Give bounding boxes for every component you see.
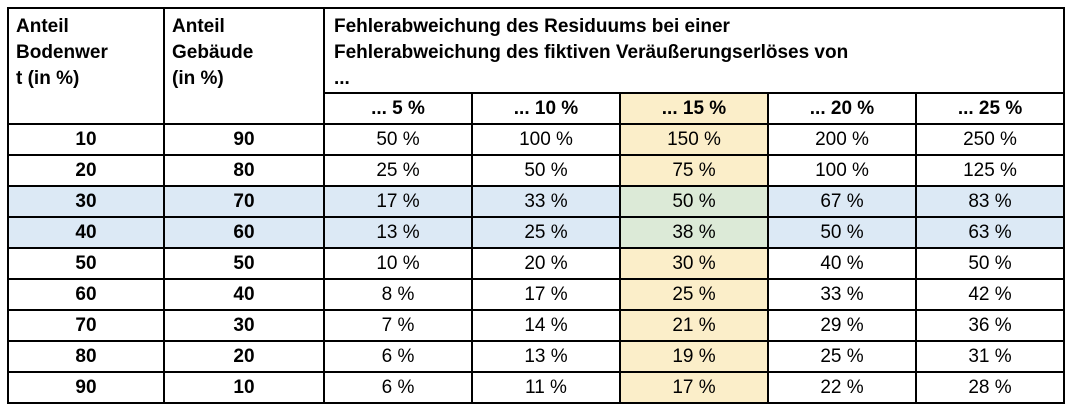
cell-value: 38 % — [619, 216, 769, 249]
column-header-percentage-4: ... 25 % — [914, 92, 1066, 125]
cell-value: 8 % — [323, 278, 473, 311]
cell-value: 14 % — [471, 309, 621, 342]
table-row: 50 50 10 % 20 % 30 % 40 % 50 % — [7, 247, 1066, 280]
cell-value: 100 % — [767, 154, 917, 187]
cell-value: 17 % — [471, 278, 621, 311]
cell-gebaeude: 90 — [163, 123, 325, 156]
cell-bodenwert: 60 — [7, 278, 165, 311]
cell-value: 30 % — [619, 247, 769, 280]
cell-gebaeude: 40 — [163, 278, 325, 311]
cell-value: 63 % — [914, 216, 1066, 249]
cell-value: 22 % — [767, 371, 917, 404]
cell-value: 33 % — [767, 278, 917, 311]
cell-value: 25 % — [619, 278, 769, 311]
cell-value: 13 % — [471, 340, 621, 373]
cell-gebaeude: 70 — [163, 185, 325, 218]
cell-value: 7 % — [323, 309, 473, 342]
cell-value: 17 % — [323, 185, 473, 218]
cell-value: 28 % — [914, 371, 1066, 404]
cell-value: 33 % — [471, 185, 621, 218]
cell-gebaeude: 50 — [163, 247, 325, 280]
cell-value: 6 % — [323, 371, 473, 404]
cell-value: 50 % — [767, 216, 917, 249]
cell-value: 31 % — [914, 340, 1066, 373]
cell-bodenwert: 80 — [7, 340, 165, 373]
table-row: 10 90 50 % 100 % 150 % 200 % 250 % — [7, 123, 1066, 156]
column-header-percentage-2: ... 15 % — [619, 92, 769, 125]
cell-value: 83 % — [914, 185, 1066, 218]
cell-value: 40 % — [767, 247, 917, 280]
cell-bodenwert: 20 — [7, 154, 165, 187]
table-row: 90 10 6 % 11 % 17 % 22 % 28 % — [7, 371, 1066, 404]
cell-value: 50 % — [323, 123, 473, 156]
cell-bodenwert: 40 — [7, 216, 165, 249]
cell-gebaeude: 30 — [163, 309, 325, 342]
cell-value: 25 % — [323, 154, 473, 187]
cell-value: 6 % — [323, 340, 473, 373]
cell-value: 11 % — [471, 371, 621, 404]
column-header-percentage-1: ... 10 % — [471, 92, 621, 125]
cell-value: 29 % — [767, 309, 917, 342]
cell-value: 36 % — [914, 309, 1066, 342]
cell-bodenwert: 50 — [7, 247, 165, 280]
cell-value: 19 % — [619, 340, 769, 373]
cell-value: 67 % — [767, 185, 917, 218]
cell-gebaeude: 80 — [163, 154, 325, 187]
cell-bodenwert: 70 — [7, 309, 165, 342]
cell-value: 50 % — [471, 154, 621, 187]
cell-value: 20 % — [471, 247, 621, 280]
column-header-anteil-bodenwert: Anteil Bodenwer t (in %) — [7, 7, 165, 125]
cell-value: 150 % — [619, 123, 769, 156]
table-row: 30 70 17 % 33 % 50 % 67 % 83 % — [7, 185, 1066, 218]
table-row: 80 20 6 % 13 % 19 % 25 % 31 % — [7, 340, 1066, 373]
table-row: 60 40 8 % 17 % 25 % 33 % 42 % — [7, 278, 1066, 311]
cell-value: 25 % — [767, 340, 917, 373]
cell-gebaeude: 20 — [163, 340, 325, 373]
table-row: 20 80 25 % 50 % 75 % 100 % 125 % — [7, 154, 1066, 187]
cell-value: 42 % — [914, 278, 1066, 311]
cell-value: 100 % — [471, 123, 621, 156]
table-row: 40 60 13 % 25 % 38 % 50 % 63 % — [7, 216, 1066, 249]
column-header-percentage-0: ... 5 % — [323, 92, 473, 125]
cell-bodenwert: 10 — [7, 123, 165, 156]
table-row: 70 30 7 % 14 % 21 % 29 % 36 % — [7, 309, 1066, 342]
cell-value: 200 % — [767, 123, 917, 156]
cell-value: 21 % — [619, 309, 769, 342]
cell-value: 125 % — [914, 154, 1066, 187]
cell-value: 10 % — [323, 247, 473, 280]
cell-gebaeude: 10 — [163, 371, 325, 404]
cell-bodenwert: 30 — [7, 185, 165, 218]
header-row-percentages: ... 5 %... 10 %... 15 %... 20 %... 25 % — [8, 92, 1066, 125]
header-row-main: Anteil Bodenwer t (in %) Anteil Gebäude … — [7, 7, 1066, 125]
cell-value: 13 % — [323, 216, 473, 249]
column-header-percentage-3: ... 20 % — [767, 92, 917, 125]
column-header-fehlerabweichung: Fehlerabweichung des Residuums bei einer… — [322, 7, 1066, 94]
residuum-error-table: Anteil Bodenwer t (in %) Anteil Gebäude … — [7, 7, 1066, 404]
cell-value: 50 % — [619, 185, 769, 218]
cell-value: 17 % — [619, 371, 769, 404]
cell-value: 75 % — [619, 154, 769, 187]
column-header-anteil-gebaeude: Anteil Gebäude (in %) — [163, 7, 325, 125]
cell-value: 25 % — [471, 216, 621, 249]
cell-value: 50 % — [914, 247, 1066, 280]
cell-gebaeude: 60 — [163, 216, 325, 249]
cell-value: 250 % — [914, 123, 1066, 156]
cell-bodenwert: 90 — [7, 371, 165, 404]
